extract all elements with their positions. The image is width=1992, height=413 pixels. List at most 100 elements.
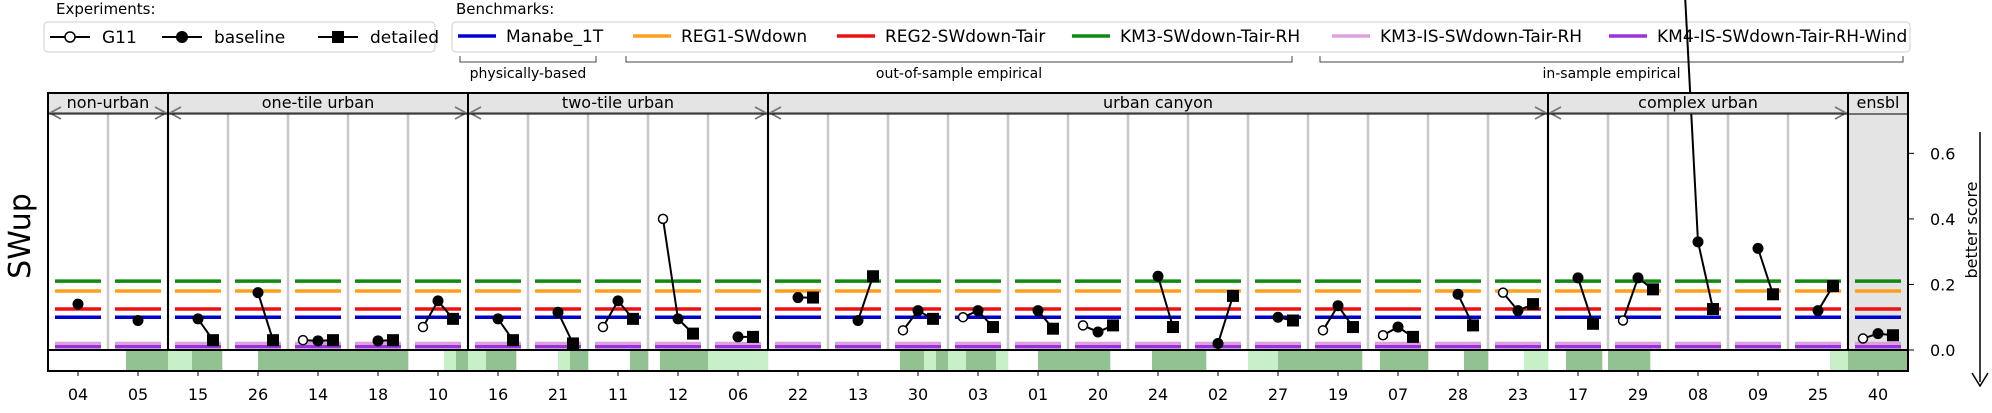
baseline-point-17 xyxy=(1572,272,1584,284)
x-tick-label-10: 10 xyxy=(428,385,448,404)
x-tick-label-16: 16 xyxy=(488,385,508,404)
better-score-annotation: better score xyxy=(1962,132,1989,388)
ranking-cell-30 xyxy=(942,350,949,371)
detailed-point-14 xyxy=(327,334,339,347)
experiment-line-02 xyxy=(1217,295,1234,344)
ranking-cell-26 xyxy=(276,350,283,371)
ranking-cell-03 xyxy=(972,350,979,371)
baseline-point-09 xyxy=(1752,242,1764,254)
g11-point-12 xyxy=(657,213,669,225)
baseline-point-07 xyxy=(1392,321,1404,333)
ranking-cell-18 xyxy=(384,350,391,371)
detailed-point-40 xyxy=(1887,329,1899,342)
ranking-cell-19 xyxy=(1332,350,1339,371)
detailed-point-12 xyxy=(687,327,699,340)
benchmark-group-bracket xyxy=(459,56,597,63)
group-frame-two-tile-urban xyxy=(467,92,769,351)
ranking-cell-10 xyxy=(462,350,469,371)
group-label-complex-urban: complex urban xyxy=(1638,93,1758,112)
baseline-point-24 xyxy=(1152,270,1164,282)
group-header-ensbl xyxy=(1848,93,1908,114)
x-tick-label-21: 21 xyxy=(548,385,568,404)
ranking-cell-28 xyxy=(1464,350,1471,371)
ranking-cell-03 xyxy=(960,350,967,371)
g11-point-07 xyxy=(1377,330,1389,341)
x-tick-label-15: 15 xyxy=(188,385,208,404)
ranking-cell-05 xyxy=(150,350,157,371)
group-span-arrowhead-right-complex-urban xyxy=(1834,106,1848,120)
ranking-cell-18 xyxy=(402,350,409,371)
experiments-legend-title: Experiments: xyxy=(56,0,156,18)
ranking-cell-40 xyxy=(1872,350,1879,371)
detailed-point-24 xyxy=(1167,321,1179,334)
group-label-urban-canyon: urban canyon xyxy=(1103,93,1213,112)
ranking-cell-23 xyxy=(1536,350,1543,371)
ranking-cell-24 xyxy=(1176,350,1183,371)
ranking-cell-11 xyxy=(630,350,637,371)
ranking-cell-17 xyxy=(1566,350,1573,371)
legend-label-km3-swdown-tair-rh: KM3-SWdown-Tair-RH xyxy=(1120,27,1300,47)
detailed-point-21 xyxy=(567,337,579,350)
ranking-cell-40 xyxy=(1884,350,1891,371)
ranking-cell-25 xyxy=(1842,350,1849,371)
legend-label-detailed: detailed xyxy=(370,28,439,48)
benchmarks-legend: Benchmarks: Manabe_1T REG1-SWdown REG2-SWd… xyxy=(451,0,1911,82)
detailed-point-29 xyxy=(1647,283,1659,296)
ranking-cell-26 xyxy=(270,350,277,371)
ranking-cell-24 xyxy=(1170,350,1177,371)
ranking-cell-06 xyxy=(744,350,751,371)
detailed-point-03 xyxy=(987,321,999,334)
baseline-point-22 xyxy=(792,292,804,304)
ranking-cell-10 xyxy=(450,350,457,371)
group-label-ensbl: ensbl xyxy=(1857,93,1900,112)
group-frame-one-tile-urban xyxy=(167,92,469,351)
legend-label-reg1-swdown: REG1-SWdown xyxy=(681,27,807,47)
g11-point-11 xyxy=(597,321,609,333)
y-tick-label: 0.6 xyxy=(1930,144,1955,163)
group-span-arrowhead-right-non-urban xyxy=(154,106,168,120)
ranking-cell-06 xyxy=(720,350,727,371)
ranking-cell-01 xyxy=(1062,350,1069,371)
ranking-cell-05 xyxy=(144,350,151,371)
ranking-cell-18 xyxy=(378,350,385,371)
experiment-line-24 xyxy=(1157,275,1174,328)
ranking-cell-11 xyxy=(642,350,649,371)
group-header-urban-canyon xyxy=(768,93,1548,114)
legend-marker-G11 xyxy=(64,31,76,43)
experiments-legend: Experiments: G11 baseline detailed xyxy=(43,0,439,53)
baseline-point-28 xyxy=(1452,288,1464,300)
group-header-one-tile-urban xyxy=(168,93,468,114)
ranking-cell-03 xyxy=(978,350,985,371)
legend-label-km4-is-swdown-tair-rh-wind: KM4-IS-SWdown-Tair-RH-Wind xyxy=(1657,27,1907,47)
ranking-cell-12 xyxy=(690,350,697,371)
ranking-cell-16 xyxy=(480,350,487,371)
baseline-point-03 xyxy=(972,305,984,317)
ranking-cell-29 xyxy=(1620,350,1627,371)
ranking-cell-15 xyxy=(168,350,175,371)
ranking-cell-06 xyxy=(756,350,763,371)
ranking-cell-30 xyxy=(900,350,907,371)
baseline-point-30 xyxy=(912,305,924,317)
detailed-point-26 xyxy=(267,334,279,347)
benchmarks-legend-title: Benchmarks: xyxy=(456,0,554,18)
group-span-arrowhead-left-two-tile-urban xyxy=(468,106,482,120)
ranking-cell-24 xyxy=(1164,350,1171,371)
ranking-cell-11 xyxy=(636,350,643,371)
x-tick-label-12: 12 xyxy=(668,385,688,404)
ranking-cell-15 xyxy=(186,350,193,371)
ranking-cell-06 xyxy=(726,350,733,371)
x-tick-label-05: 05 xyxy=(128,385,148,404)
baseline-point-18 xyxy=(372,335,384,347)
ranking-cell-20 xyxy=(1086,350,1093,371)
ranking-cell-10 xyxy=(456,350,463,371)
ranking-cell-19 xyxy=(1308,350,1315,371)
ranking-cell-06 xyxy=(750,350,757,371)
ranking-cell-07 xyxy=(1386,350,1393,371)
x-tick-label-25: 25 xyxy=(1808,385,1828,404)
x-tick-label-23: 23 xyxy=(1508,385,1528,404)
ranking-cell-16 xyxy=(510,350,517,371)
legend-label-G11: G11 xyxy=(102,28,137,48)
ranking-cell-27 xyxy=(1248,350,1255,371)
x-tick-label-06: 06 xyxy=(728,385,748,404)
g11-point-30 xyxy=(897,325,909,336)
